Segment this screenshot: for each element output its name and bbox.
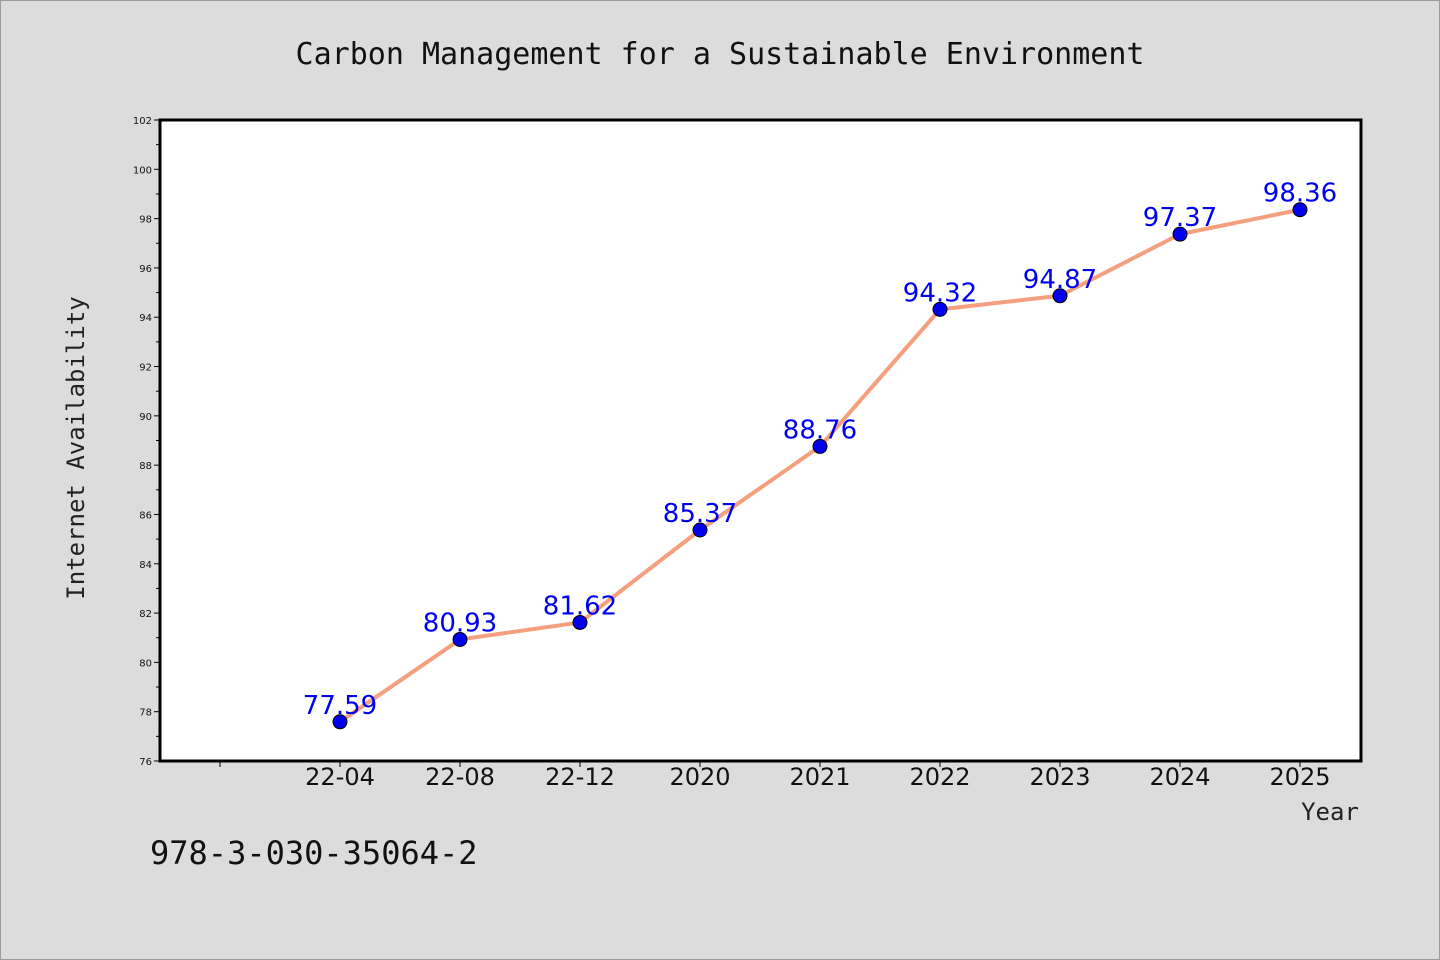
data-point (932, 301, 948, 317)
x-tick-label: 22-08 (425, 763, 495, 791)
y-axis-label: Internet Availability (62, 296, 90, 599)
x-tick-label: 2022 (909, 763, 970, 791)
data-point (692, 522, 708, 538)
y-tick-label: 94 (139, 313, 152, 324)
x-tick-label: 2021 (789, 763, 850, 791)
footer-code: 978-3-030-35064-2 (150, 834, 478, 872)
series-line-group: 77.59 80.93 81.62 85.37 88.76 94.32 94.87 97.37… (303, 179, 1337, 730)
data-label: 77.59 (303, 691, 377, 721)
y-tick-label: 78 (139, 708, 152, 719)
data-point (1052, 288, 1068, 304)
data-label: 94.87 (1023, 265, 1097, 295)
y-tick-label: 100 (133, 165, 152, 176)
data-point (452, 631, 468, 647)
y-tick-label: 88 (139, 461, 152, 472)
y-tick-label: 96 (139, 264, 152, 275)
data-point (812, 438, 828, 454)
data-label: 94.32 (903, 278, 977, 308)
x-axis: 22-04 22-08 22-12 2020 2021 2022 2023 2024 2025 (219, 761, 1331, 791)
x-tick-label: 2020 (669, 763, 730, 791)
data-label: 81.62 (543, 591, 617, 621)
data-label: 88.76 (783, 415, 857, 445)
y-tick-label: 90 (139, 412, 152, 423)
data-label: 80.93 (423, 608, 497, 638)
y-tick-label: 84 (139, 560, 152, 571)
x-tick-label: 2024 (1149, 763, 1210, 791)
data-point (332, 714, 348, 730)
y-tick-label: 102 (133, 116, 152, 127)
y-tick-label: 92 (139, 363, 152, 374)
chart-title: Carbon Management for a Sustainable Envi… (296, 37, 1145, 72)
data-point (1172, 226, 1188, 242)
data-point (572, 614, 588, 630)
data-label: 85.37 (663, 499, 737, 529)
y-axis: 76 78 80 82 84 86 88 90 92 94 96 98 100 102 (133, 116, 160, 768)
plot-area (158, 118, 1363, 763)
x-axis-label: Year (1301, 798, 1359, 826)
y-tick-label: 98 (139, 215, 152, 226)
x-tick-label: 22-12 (545, 763, 615, 791)
x-tick-label: 22-04 (305, 763, 375, 791)
y-tick-label: 76 (139, 757, 152, 768)
x-tick-label: 2023 (1029, 763, 1090, 791)
data-label: 98.36 (1263, 179, 1337, 209)
x-tick-label: 2025 (1269, 763, 1330, 791)
y-tick-label: 82 (139, 609, 152, 620)
data-point (1292, 202, 1308, 218)
y-tick-label: 86 (139, 510, 152, 521)
data-label: 97.37 (1143, 203, 1217, 233)
y-tick-label: 80 (139, 658, 152, 669)
